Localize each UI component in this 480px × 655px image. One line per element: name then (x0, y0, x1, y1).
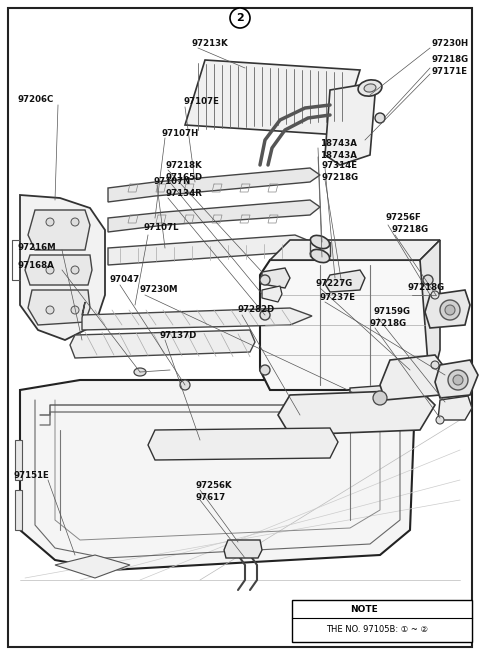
Text: 97137D: 97137D (160, 331, 197, 339)
Text: 97168A: 97168A (18, 261, 55, 269)
Polygon shape (425, 290, 470, 328)
Text: 97107N: 97107N (153, 178, 190, 187)
Text: 97159G: 97159G (374, 307, 411, 316)
Ellipse shape (46, 218, 54, 226)
Ellipse shape (71, 266, 79, 274)
Text: THE NO. 97105B: ① ~ ②: THE NO. 97105B: ① ~ ② (325, 626, 428, 635)
Text: 97206C: 97206C (18, 96, 54, 105)
Ellipse shape (311, 235, 330, 249)
Text: 97218G: 97218G (322, 172, 359, 181)
Ellipse shape (71, 218, 79, 226)
Polygon shape (20, 380, 415, 570)
Ellipse shape (431, 361, 439, 369)
Text: 97107E: 97107E (183, 98, 219, 107)
Text: 97218G: 97218G (392, 225, 429, 233)
Ellipse shape (453, 375, 463, 385)
Polygon shape (380, 355, 445, 400)
Polygon shape (224, 540, 262, 558)
Text: 97282D: 97282D (238, 305, 275, 314)
Text: 97107L: 97107L (143, 223, 179, 233)
Text: 97256F: 97256F (385, 214, 421, 223)
Ellipse shape (431, 291, 439, 299)
Polygon shape (262, 268, 290, 288)
Text: NOTE: NOTE (350, 605, 378, 614)
Bar (292, 600, 472, 642)
Polygon shape (278, 390, 435, 435)
Text: 97230H: 97230H (432, 39, 469, 48)
Text: 97218K: 97218K (165, 160, 202, 170)
Ellipse shape (448, 370, 468, 390)
Text: 97216M: 97216M (18, 242, 57, 252)
Polygon shape (325, 85, 375, 165)
Text: 97171E: 97171E (432, 67, 468, 77)
Text: 18743A: 18743A (320, 140, 357, 149)
Ellipse shape (260, 365, 270, 375)
Polygon shape (25, 255, 92, 285)
Ellipse shape (46, 306, 54, 314)
Polygon shape (20, 195, 105, 340)
Polygon shape (435, 360, 478, 398)
Text: 97107H: 97107H (162, 128, 199, 138)
Ellipse shape (440, 300, 460, 320)
Polygon shape (185, 60, 360, 135)
Ellipse shape (260, 275, 270, 285)
Polygon shape (260, 260, 430, 390)
Ellipse shape (311, 250, 330, 263)
Ellipse shape (260, 310, 270, 320)
Polygon shape (15, 490, 22, 530)
Ellipse shape (364, 84, 376, 92)
Ellipse shape (373, 391, 387, 405)
Text: 97151E: 97151E (14, 470, 50, 479)
Polygon shape (262, 286, 282, 302)
Ellipse shape (375, 113, 385, 123)
Ellipse shape (436, 416, 444, 424)
Circle shape (230, 8, 250, 28)
Text: 97230M: 97230M (140, 286, 179, 295)
Polygon shape (82, 302, 312, 330)
Polygon shape (325, 270, 365, 292)
Text: 97134R: 97134R (165, 189, 202, 198)
Ellipse shape (445, 305, 455, 315)
Text: 2: 2 (236, 13, 244, 23)
Ellipse shape (134, 368, 146, 376)
Polygon shape (108, 200, 320, 232)
Text: 97218G: 97218G (408, 284, 445, 293)
Ellipse shape (71, 306, 79, 314)
Polygon shape (15, 440, 22, 480)
Polygon shape (420, 240, 440, 390)
Text: 97218G: 97218G (370, 320, 407, 329)
Text: 97218G: 97218G (432, 56, 469, 64)
Text: 97047: 97047 (110, 276, 140, 284)
Text: 97165D: 97165D (165, 172, 202, 181)
Polygon shape (70, 330, 255, 358)
Text: 97314E: 97314E (322, 160, 358, 170)
Text: 97617: 97617 (196, 493, 226, 502)
Text: 97237E: 97237E (320, 293, 356, 301)
Ellipse shape (46, 266, 54, 274)
Polygon shape (438, 396, 472, 420)
Text: 97213K: 97213K (192, 39, 229, 48)
Polygon shape (108, 168, 320, 202)
Polygon shape (148, 428, 338, 460)
Text: 97227G: 97227G (316, 278, 353, 288)
Polygon shape (108, 235, 312, 265)
Polygon shape (28, 290, 90, 325)
Text: 97256K: 97256K (196, 481, 233, 491)
Text: 18743A: 18743A (320, 151, 357, 160)
Ellipse shape (180, 380, 190, 390)
Polygon shape (270, 240, 440, 260)
Polygon shape (28, 210, 90, 250)
Polygon shape (55, 555, 130, 578)
Ellipse shape (358, 80, 382, 96)
Ellipse shape (423, 275, 433, 285)
Polygon shape (350, 385, 408, 412)
